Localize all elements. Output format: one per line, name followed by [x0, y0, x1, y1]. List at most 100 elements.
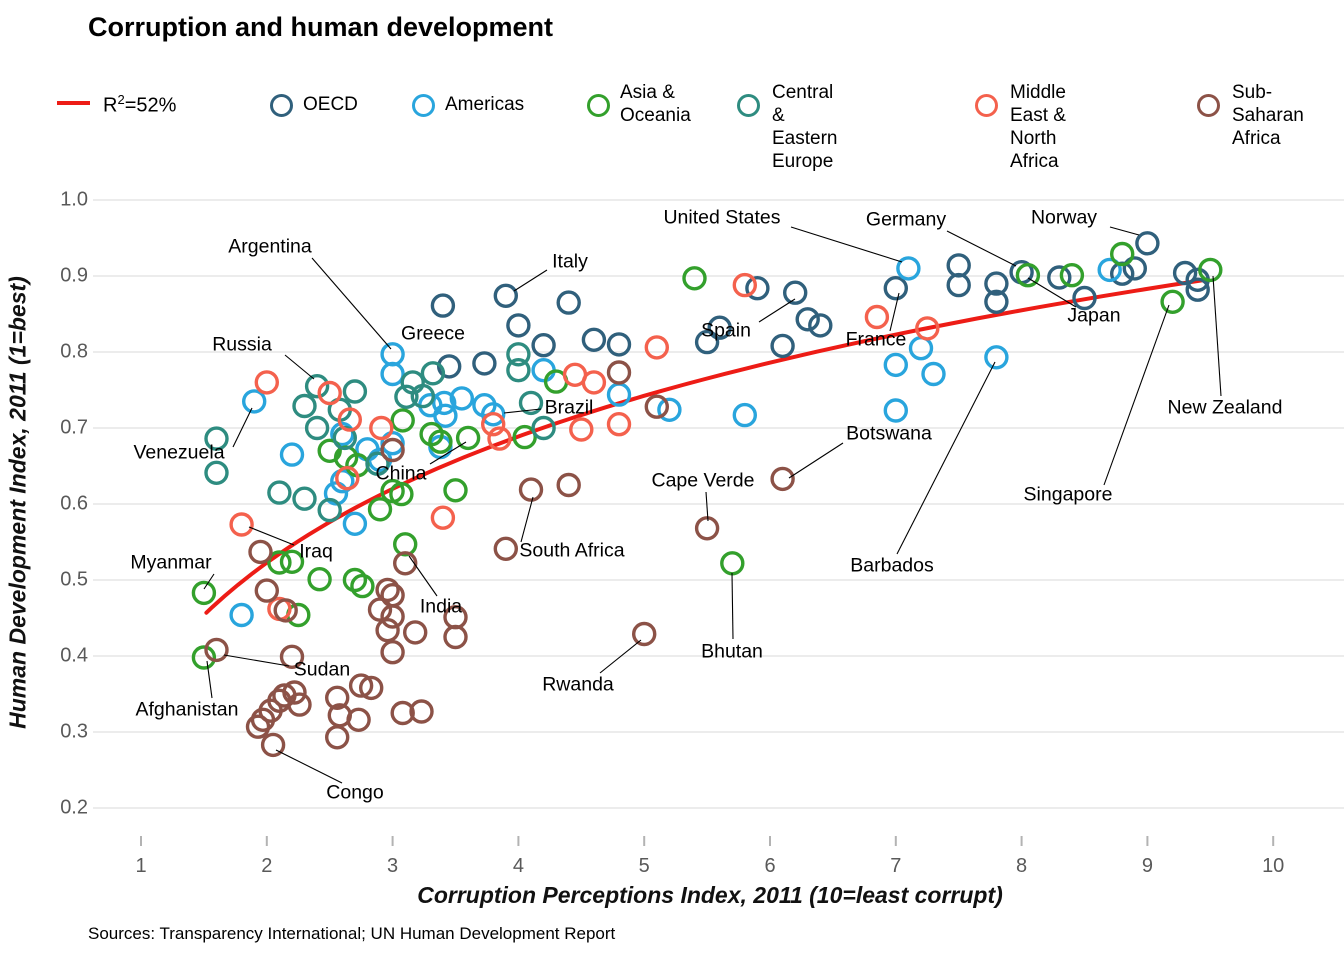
data-point — [1122, 256, 1148, 281]
legend-circle-icon — [1197, 94, 1220, 117]
data-point — [1172, 260, 1198, 286]
data-point — [443, 624, 468, 650]
leader-line — [946, 230, 1017, 267]
data-point — [375, 618, 400, 643]
y-tick-label: 0.3 — [60, 720, 88, 743]
annotation-brazil: Brazil — [544, 396, 594, 419]
data-point — [359, 675, 384, 701]
data-point — [204, 426, 229, 451]
leader-line — [705, 491, 709, 522]
x-tick-label: 10 — [1262, 855, 1285, 877]
leader-line — [599, 639, 642, 674]
legend-circle-icon — [587, 94, 610, 117]
data-point — [481, 412, 506, 437]
leader-line — [788, 442, 844, 479]
data-point — [241, 389, 267, 414]
data-point — [430, 293, 456, 318]
data-point — [394, 384, 419, 409]
legend: R2=52% OECD Americas Asia & Oceania Central… — [0, 0, 1344, 172]
legend-circle-icon — [412, 94, 435, 117]
data-point — [808, 313, 833, 338]
x-tick-label: 9 — [1141, 855, 1153, 877]
data-point — [409, 699, 434, 724]
data-point — [342, 511, 368, 536]
leader-line — [232, 407, 253, 448]
data-point — [1160, 289, 1185, 314]
annotation-south-africa: South Africa — [519, 539, 625, 562]
data-point — [1198, 257, 1223, 283]
data-point — [581, 327, 607, 352]
data-point — [248, 539, 273, 565]
data-point — [518, 390, 544, 416]
x-tick-label: 1 — [135, 855, 147, 877]
data-point — [380, 437, 405, 463]
data-point — [317, 438, 342, 463]
annotation-singapore: Singapore — [1023, 483, 1113, 506]
data-point — [191, 580, 217, 606]
data-point — [531, 358, 556, 383]
y-axis-title: Human Development Index, 2011 (1=best) — [4, 276, 31, 729]
annotation-spain: Spain — [701, 319, 751, 342]
chart-title: Corruption and human development — [88, 12, 554, 42]
data-point — [795, 307, 820, 332]
data-point — [606, 412, 632, 437]
data-point — [229, 512, 254, 537]
data-point — [267, 480, 292, 505]
data-point — [365, 451, 390, 476]
data-point — [694, 329, 720, 355]
leader-line — [275, 749, 343, 784]
data-point — [279, 442, 305, 467]
annotation-lines — [203, 226, 1222, 784]
annotation-germany: Germany — [865, 208, 947, 231]
data-point — [367, 497, 393, 522]
leader-line — [223, 654, 290, 667]
legend-label: OECD — [303, 94, 358, 115]
data-point — [1059, 263, 1085, 288]
data-point — [307, 567, 332, 592]
data-point — [506, 313, 531, 338]
leader-line — [731, 572, 734, 640]
data-point — [410, 383, 435, 409]
annotation-iraq: Iraq — [299, 540, 333, 563]
data-point — [393, 551, 418, 576]
data-point — [380, 342, 405, 367]
data-point — [908, 336, 934, 361]
annotation-japan: Japan — [1067, 304, 1121, 327]
annotation-barbados: Barbados — [850, 554, 934, 577]
leader-line — [203, 573, 215, 590]
data-point — [569, 417, 594, 442]
legend-label: Americas — [445, 94, 525, 115]
leader-line — [503, 408, 542, 414]
data-point — [984, 345, 1009, 370]
x-tick-label: 2 — [261, 855, 273, 877]
data-point — [883, 276, 908, 301]
leader-line — [889, 292, 900, 332]
data-point — [348, 673, 374, 698]
annotation-sudan: Sudan — [293, 658, 351, 681]
data-point — [455, 425, 481, 451]
series-americas — [229, 256, 1122, 628]
data-point — [254, 370, 279, 395]
data-point — [984, 289, 1009, 314]
data-point — [506, 342, 531, 367]
data-point — [512, 424, 537, 450]
leader-line — [1027, 277, 1077, 308]
data-point — [273, 598, 298, 623]
annotation-united-states: United States — [663, 206, 781, 229]
data-point — [204, 637, 229, 663]
data-point — [1185, 277, 1210, 302]
data-point — [449, 386, 474, 411]
data-point — [1072, 285, 1097, 311]
data-point — [1109, 241, 1135, 267]
annotation-venezuela: Venezuela — [133, 441, 225, 464]
data-point — [380, 431, 405, 456]
data-point — [707, 315, 732, 340]
data-point — [292, 486, 317, 511]
data-point — [229, 602, 254, 628]
data-point — [946, 272, 971, 298]
data-point — [325, 685, 350, 710]
leader-line — [284, 354, 315, 380]
legend-circle-icon — [975, 94, 998, 117]
data-point — [556, 290, 581, 315]
data-point — [770, 333, 795, 359]
